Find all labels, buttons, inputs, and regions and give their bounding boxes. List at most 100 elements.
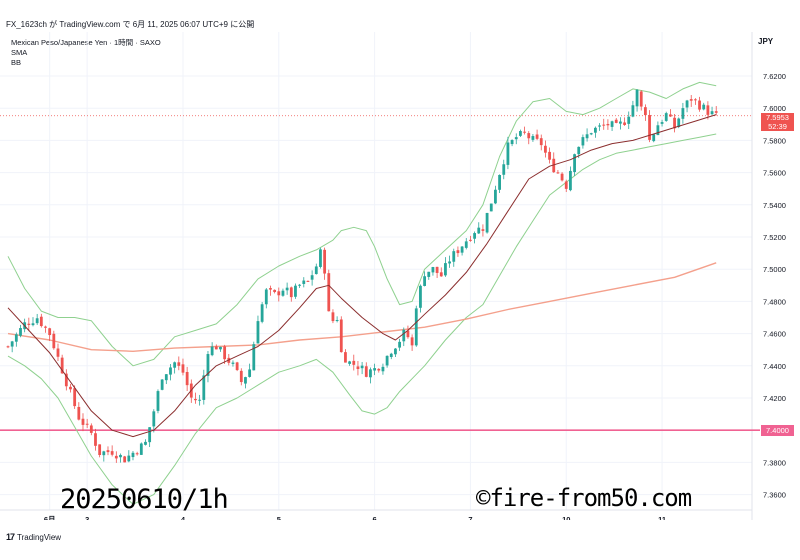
- candle-up: [664, 113, 668, 121]
- x-tick-label: 11: [658, 515, 666, 520]
- y-tick-label: 7.4400: [763, 362, 786, 371]
- candle-down: [185, 371, 189, 386]
- symbol-label[interactable]: Mexican Peso/Japanese Yen · 1時間 · SAXO: [11, 38, 161, 47]
- candle-down: [552, 158, 556, 173]
- candle-up: [502, 164, 506, 175]
- candle-up: [627, 116, 631, 124]
- candle-up: [594, 127, 597, 133]
- y-tick-label: 7.4800: [763, 297, 786, 306]
- candle-up: [169, 367, 172, 375]
- candle-down: [602, 124, 606, 126]
- candle-up: [498, 174, 501, 190]
- candle-down: [693, 99, 697, 101]
- x-tick-label: 5: [277, 515, 281, 520]
- candle-up: [335, 319, 339, 322]
- y-tick-label: 7.5200: [763, 233, 786, 242]
- candle-up: [381, 366, 385, 372]
- candle-up: [256, 321, 260, 344]
- y-tick-label: 7.6200: [763, 72, 786, 81]
- candle-up: [677, 118, 681, 127]
- tradingview-logo-icon: 17: [6, 532, 15, 542]
- candle-up: [231, 362, 235, 364]
- x-tick-label: 6月: [44, 515, 56, 520]
- indicator-bb-label[interactable]: BB: [11, 58, 22, 67]
- candle-down: [114, 455, 118, 459]
- candle-up: [206, 354, 210, 376]
- candle-up: [652, 134, 656, 142]
- candle-down: [39, 316, 43, 327]
- candle-down: [356, 366, 360, 370]
- candle-down: [77, 406, 81, 420]
- candle-up: [398, 341, 402, 348]
- candle-down: [48, 328, 52, 336]
- candle-down: [469, 239, 472, 241]
- y-tick-label: 7.5400: [763, 201, 786, 210]
- candle-up: [373, 368, 377, 371]
- candle-down: [135, 453, 139, 455]
- candle-down: [94, 433, 97, 446]
- candle-up: [414, 308, 418, 346]
- candle-down: [194, 398, 197, 401]
- candle-up: [131, 452, 135, 458]
- currency-label[interactable]: JPY: [758, 37, 774, 46]
- candle-down: [410, 337, 414, 346]
- candle-up: [531, 136, 535, 140]
- candle-down: [523, 131, 526, 133]
- candle-up: [127, 455, 131, 462]
- candle-down: [289, 287, 293, 298]
- indicator-sma-label[interactable]: SMA: [11, 48, 28, 57]
- candle-up: [248, 369, 252, 377]
- candle-down: [110, 451, 114, 455]
- y-tick-label: 7.3600: [763, 491, 786, 500]
- candle-up: [281, 290, 285, 296]
- candle-down: [544, 145, 547, 153]
- sma-short-line: [7, 114, 717, 438]
- candle-up: [144, 441, 147, 445]
- candle-up: [589, 133, 593, 135]
- candle-up: [452, 251, 456, 262]
- candle-up: [198, 399, 202, 401]
- date-watermark: 20250610/1h: [60, 484, 229, 515]
- candle-up: [14, 334, 18, 342]
- y-tick-label: 7.5000: [763, 265, 786, 274]
- candle-down: [714, 111, 718, 113]
- y-tick-label: 7.5800: [763, 136, 786, 145]
- candle-up: [577, 146, 581, 155]
- candle-up: [252, 344, 256, 371]
- candle-up: [423, 276, 426, 286]
- candle-down: [481, 229, 485, 231]
- candle-up: [685, 100, 689, 108]
- candle-up: [402, 329, 406, 342]
- candle-up: [585, 134, 589, 139]
- candle-down: [606, 123, 610, 126]
- candle-down: [673, 117, 676, 129]
- candle-up: [631, 105, 635, 117]
- candle-up: [173, 362, 177, 368]
- candle-up: [35, 318, 39, 324]
- candle-up: [285, 287, 289, 291]
- y-tick-label: 7.4600: [763, 330, 786, 339]
- level-price-tag: 7.4000: [761, 425, 794, 436]
- candle-down: [73, 388, 77, 407]
- candle-up: [148, 427, 152, 443]
- bb-upper-line: [7, 81, 717, 367]
- candle-down: [352, 360, 356, 365]
- candle-down: [331, 312, 335, 322]
- candle-down: [181, 364, 185, 373]
- candle-down: [456, 250, 460, 254]
- candle-up: [473, 233, 476, 239]
- price-chart[interactable]: 7.6200 7.6000 7.5800 7.5600 7.5400 7.5200 7.50…: [0, 30, 800, 520]
- candle-up: [489, 203, 493, 212]
- candle-down: [377, 368, 381, 371]
- candle-down: [85, 423, 89, 425]
- candle-up: [610, 121, 614, 127]
- candle-up: [389, 353, 393, 358]
- tradingview-logo[interactable]: 17 TradingView: [6, 532, 61, 542]
- candle-up: [264, 289, 268, 305]
- candle-down: [69, 386, 72, 390]
- candle-down: [689, 99, 693, 101]
- y-tick-label: 7.3800: [763, 458, 786, 467]
- candle-up: [710, 111, 714, 115]
- candle-down: [81, 418, 85, 425]
- x-tick-label: 3: [85, 515, 89, 520]
